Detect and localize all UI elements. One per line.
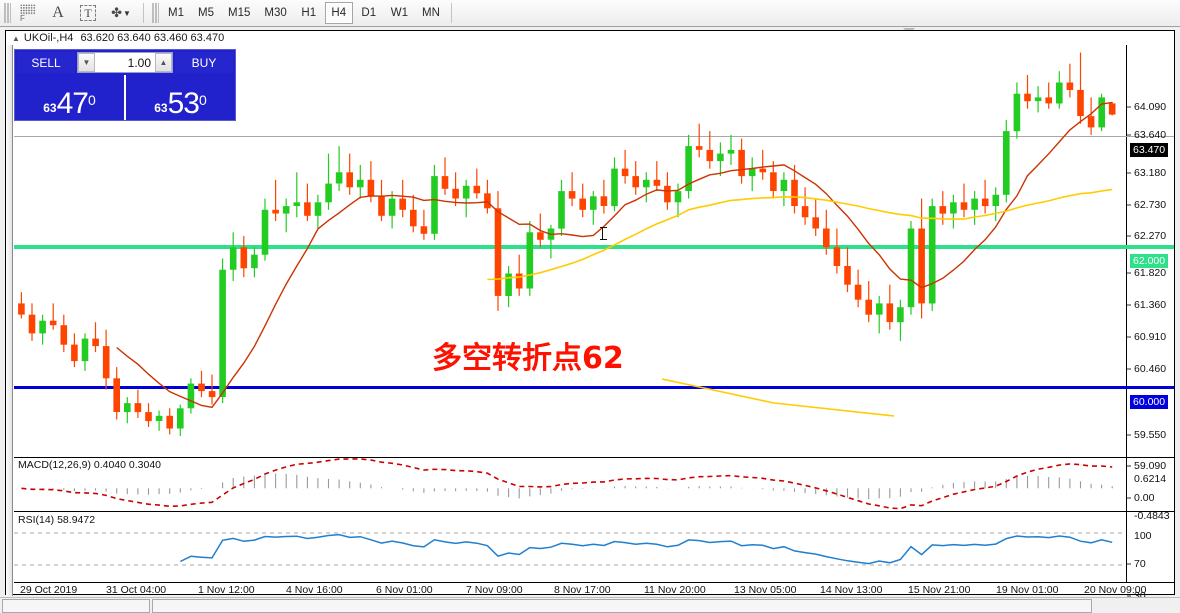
current-price-line bbox=[14, 136, 1174, 137]
price-axis[interactable]: 64.090 63.640 63.470 63.180 62.730 62.27… bbox=[1127, 45, 1176, 602]
buy-price-pips: 53 bbox=[167, 87, 200, 120]
rsi-label: RSI(14) 58.9472 bbox=[18, 514, 96, 526]
text-label-icon[interactable]: A bbox=[52, 4, 64, 21]
time-tick-3: 4 Nov 16:00 bbox=[286, 584, 343, 596]
time-tick-6: 8 Nov 17:00 bbox=[554, 584, 611, 596]
time-tick-0: 29 Oct 2019 bbox=[20, 584, 78, 596]
text-cursor-icon bbox=[600, 227, 609, 240]
timeframe-m30[interactable]: M30 bbox=[264, 7, 287, 19]
chart-ohlc-values: 63.620 63.640 63.460 63.470 bbox=[80, 32, 225, 44]
price-tick-61820: 61.820 bbox=[1134, 267, 1167, 279]
chart-symbol-label: UKOil-,H4 bbox=[23, 32, 74, 44]
trade-panel-prices: 63 47 0 63 53 0 bbox=[15, 75, 235, 120]
support-level-line-60 bbox=[14, 386, 1174, 389]
level-badge-62000: 62.000 bbox=[1130, 254, 1169, 268]
price-tick-63640: 63.640 bbox=[1134, 129, 1167, 141]
macd-plot bbox=[21, 458, 1113, 510]
status-cell-left bbox=[2, 598, 150, 613]
sell-price-pips: 47 bbox=[56, 87, 89, 120]
price-tick-59090: 59.090 bbox=[1134, 460, 1167, 472]
rsi-pane[interactable]: RSI(14) 58.9472 bbox=[14, 513, 1174, 582]
price-tick-59550: 59.550 bbox=[1134, 429, 1167, 441]
price-tick-62270: 62.270 bbox=[1134, 230, 1167, 242]
macd-axis-min: -0.4843 bbox=[1134, 510, 1170, 522]
timeframe-grip[interactable] bbox=[151, 3, 159, 23]
price-tick-60910: 60.910 bbox=[1134, 331, 1167, 343]
chart-left-scale-strip[interactable] bbox=[6, 45, 13, 596]
text-box-icon[interactable]: T bbox=[74, 1, 102, 25]
time-axis[interactable]: 29 Oct 2019 31 Oct 04:00 1 Nov 12:00 4 N… bbox=[14, 582, 1174, 596]
collapse-triangle-icon[interactable]: ▲ bbox=[12, 33, 20, 43]
price-tick-62730: 62.730 bbox=[1134, 199, 1167, 211]
price-tick-64090: 64.090 bbox=[1134, 101, 1167, 113]
rsi-axis-100: 100 bbox=[1134, 530, 1152, 542]
price-tick-61360: 61.360 bbox=[1134, 299, 1167, 311]
timeframe-d1[interactable]: D1 bbox=[361, 7, 377, 19]
time-tick-10: 15 Nov 21:00 bbox=[908, 584, 971, 596]
time-tick-7: 11 Nov 20:00 bbox=[644, 584, 706, 596]
candlestick-plot bbox=[18, 52, 1116, 436]
price-pane[interactable]: 多空转折点62 bbox=[14, 45, 1174, 457]
sell-price[interactable]: 63 47 0 bbox=[15, 75, 126, 120]
level-badge-60000: 60.000 bbox=[1130, 395, 1169, 409]
time-tick-11: 19 Nov 01:00 bbox=[996, 584, 1059, 596]
sell-price-integer: 63 bbox=[43, 101, 57, 115]
sell-button[interactable]: SELL bbox=[17, 52, 75, 73]
support-level-line-62 bbox=[14, 245, 1174, 249]
buy-price-integer: 63 bbox=[154, 101, 168, 115]
volume-stepper[interactable]: ▼ 1.00 ▲ bbox=[77, 52, 173, 73]
rsi-axis-30: 30 bbox=[1134, 590, 1146, 602]
trade-panel-controls: SELL ▼ 1.00 ▲ BUY bbox=[15, 50, 235, 75]
time-tick-1: 31 Oct 04:00 bbox=[106, 584, 167, 596]
chart-canvas[interactable]: ▲ UKOil-,H4 63.620 63.640 63.460 63.470 … bbox=[5, 30, 1176, 602]
status-bar bbox=[0, 597, 1180, 613]
chart-symbol-bar: ▲ UKOil-,H4 63.620 63.640 63.460 63.470 bbox=[6, 31, 1174, 45]
toolbar-grip[interactable] bbox=[3, 3, 11, 23]
objects-icon[interactable]: ✤ ▼ bbox=[111, 5, 131, 20]
status-cell-main bbox=[152, 598, 1092, 613]
timeframe-m1[interactable]: M1 bbox=[168, 7, 184, 19]
timeframe-h4[interactable]: H4 bbox=[324, 2, 353, 24]
time-tick-4: 6 Nov 01:00 bbox=[376, 584, 433, 596]
time-tick-2: 1 Nov 12:00 bbox=[198, 584, 255, 596]
timeframe-m5[interactable]: M5 bbox=[198, 7, 214, 19]
rsi-axis-70: 70 bbox=[1134, 558, 1146, 570]
time-tick-9: 14 Nov 13:00 bbox=[820, 584, 883, 596]
crosshair-f-icon[interactable]: F bbox=[14, 1, 42, 25]
macd-pane[interactable]: MACD(12,26,9) 0.4040 0.3040 bbox=[14, 457, 1174, 512]
current-price-badge: 63.470 bbox=[1130, 143, 1169, 157]
toolbar-divider bbox=[143, 3, 144, 23]
timeframe-m15[interactable]: M15 bbox=[228, 7, 251, 19]
time-tick-8: 13 Nov 05:00 bbox=[734, 584, 797, 596]
toolbar-divider-2 bbox=[450, 3, 452, 23]
volume-increase-icon[interactable]: ▲ bbox=[155, 53, 172, 72]
macd-label: MACD(12,26,9) 0.4040 0.3040 bbox=[18, 459, 162, 471]
buy-price-fraction-digit: 0 bbox=[198, 92, 207, 108]
timeframe-w1[interactable]: W1 bbox=[390, 7, 408, 19]
one-click-trading-panel[interactable]: SELL ▼ 1.00 ▲ BUY 63 47 0 63 53 0 bbox=[14, 49, 236, 121]
buy-price[interactable]: 63 53 0 bbox=[126, 75, 235, 120]
buy-button[interactable]: BUY bbox=[175, 52, 233, 73]
price-tick-60460: 60.460 bbox=[1134, 363, 1167, 375]
macd-axis-zero: 0.00 bbox=[1134, 492, 1155, 504]
time-tick-12: 20 Nov 09:00 bbox=[1084, 584, 1147, 596]
chart-annotation-text: 多空转折点62 bbox=[432, 341, 624, 376]
price-tick-63180: 63.180 bbox=[1134, 167, 1167, 179]
timeframe-group: M1 M5 M15 M30 H1 H4 D1 W1 MN bbox=[161, 0, 447, 27]
timeframe-h1[interactable]: H1 bbox=[301, 7, 317, 19]
sell-price-fraction-digit: 0 bbox=[87, 92, 96, 108]
toolbar: F A T ✤ ▼ M1 M5 M15 M30 H1 H4 D1 W1 MN bbox=[0, 0, 1180, 27]
price-axis-divider bbox=[1126, 45, 1127, 582]
volume-input[interactable]: 1.00 bbox=[95, 53, 155, 72]
macd-axis-max: 0.6214 bbox=[1134, 473, 1167, 485]
time-tick-5: 7 Nov 09:00 bbox=[466, 584, 523, 596]
rsi-plot bbox=[14, 532, 1126, 566]
timeframe-mn[interactable]: MN bbox=[422, 7, 440, 19]
volume-decrease-icon[interactable]: ▼ bbox=[78, 53, 95, 72]
